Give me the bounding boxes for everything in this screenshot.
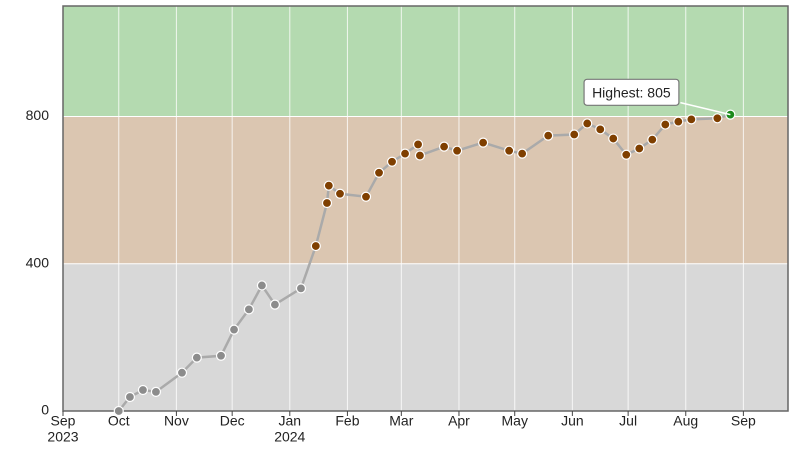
marker	[310, 240, 321, 252]
marker	[228, 324, 240, 335]
marker	[543, 130, 554, 141]
y-tick-label: 0	[41, 402, 49, 418]
marker	[478, 137, 489, 148]
x-tick-label: Dec	[220, 413, 245, 429]
annotation-box	[583, 78, 680, 106]
marker	[414, 150, 426, 161]
marker	[323, 180, 334, 191]
marker	[660, 119, 671, 130]
marker	[269, 299, 281, 310]
x-tick-label: Sep	[731, 413, 756, 429]
y-tick-label: 400	[26, 254, 50, 270]
x-tick-label: Jan	[279, 413, 302, 429]
marker	[712, 113, 723, 124]
marker	[569, 129, 580, 140]
marker	[334, 188, 346, 199]
x-tick-label: Apr	[448, 413, 470, 429]
marker	[673, 116, 684, 127]
marker	[137, 384, 149, 396]
marker	[150, 386, 162, 397]
x-tick-label: Aug	[673, 413, 698, 429]
x-tick-label: May	[502, 413, 528, 429]
marker	[595, 124, 606, 135]
y-tick-label: 800	[26, 107, 50, 123]
x-tick-label: Jun	[561, 413, 584, 429]
x-tick-label: Feb	[335, 413, 359, 429]
marker	[412, 139, 424, 150]
marker	[608, 133, 619, 144]
marker	[386, 156, 398, 167]
marker	[621, 149, 632, 160]
marker	[399, 148, 411, 159]
marker	[243, 304, 254, 315]
marker	[517, 148, 528, 159]
x-tick-label: 2023	[47, 429, 78, 445]
marker	[295, 283, 307, 294]
marker	[647, 134, 658, 145]
marker	[582, 118, 593, 129]
x-tick-label: Jul	[619, 413, 637, 429]
marker	[176, 367, 188, 378]
marker	[373, 167, 385, 178]
x-tick-label: Oct	[108, 413, 130, 429]
marker	[191, 352, 202, 363]
plot-frame	[62, 5, 789, 412]
x-tick-label: Sep	[51, 413, 76, 429]
annotation-connector	[680, 101, 731, 116]
marker	[438, 141, 450, 152]
x-tick-label: 2024	[274, 429, 305, 445]
marker	[634, 143, 645, 154]
marker	[113, 405, 124, 417]
x-tick-label: Nov	[164, 413, 189, 429]
band	[63, 116, 788, 264]
marker	[360, 191, 372, 202]
marker	[124, 391, 136, 403]
marker	[215, 350, 227, 361]
annotation: Highest: 805	[583, 78, 731, 116]
line	[117, 113, 731, 412]
x-tick-label: Mar	[389, 413, 413, 429]
marker	[452, 145, 463, 156]
marker	[686, 114, 697, 125]
marker	[321, 197, 333, 209]
annotation-label: Highest: 805	[592, 84, 671, 100]
marker	[256, 280, 268, 291]
marker	[504, 145, 515, 156]
band	[63, 263, 788, 411]
